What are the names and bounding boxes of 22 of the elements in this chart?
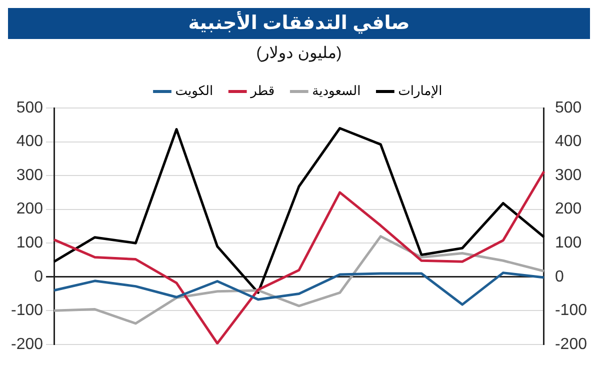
y-tick-label: 0 [34, 268, 44, 286]
y-tick-label: -100 [10, 302, 44, 320]
legend-label: الإمارات [398, 83, 442, 100]
y-tick-label: 200 [16, 200, 44, 218]
y-tick-label: 500 [16, 99, 44, 116]
legend-label: الكويت [175, 83, 214, 100]
y-tick-label: 400 [16, 133, 44, 150]
chart-subtitle: (مليون دولار) [255, 44, 343, 64]
y-tick-label: 100 [16, 234, 44, 252]
y2-tick-label: 0 [554, 268, 564, 286]
y2-tick-label: 300 [554, 166, 582, 184]
y2-tick-label: 100 [554, 234, 582, 252]
y2-tick-label: -100 [554, 302, 588, 320]
y2-tick-label: 200 [554, 200, 582, 218]
legend-label: قطر [250, 83, 275, 100]
y2-tick-label: 500 [554, 99, 582, 116]
y-tick-label: 300 [16, 166, 44, 184]
chart-title: صافي التدفقات الأجنبية [8, 8, 590, 39]
legend-label: السعودية [312, 83, 361, 100]
y-tick-label: -200 [10, 336, 44, 353]
y2-tick-label: -200 [554, 336, 588, 353]
y2-tick-label: 400 [554, 133, 582, 150]
